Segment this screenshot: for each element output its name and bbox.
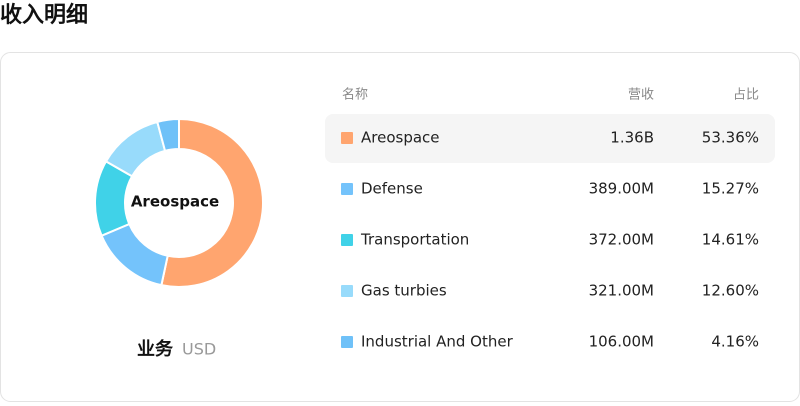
footer-label: 业务: [137, 338, 174, 360]
row-revenue: 106.00M: [589, 333, 654, 351]
row-share: 4.16%: [711, 333, 759, 351]
donut-slice[interactable]: [160, 117, 264, 288]
row-share: 12.60%: [702, 282, 759, 300]
legend-swatch: [341, 336, 353, 348]
row-revenue: 1.36B: [610, 129, 654, 147]
center-label: Areospace: [131, 193, 219, 211]
row-name[interactable]: Gas turbies: [361, 282, 447, 300]
row-revenue: 389.00M: [589, 180, 654, 198]
table-rows: Areospace 1.36B 53.36% Defense 389.00M 15.27%…: [341, 129, 759, 351]
legend-swatch: [341, 132, 353, 144]
donut: [94, 117, 264, 288]
legend-swatch: [341, 234, 353, 246]
column-header: 占比: [733, 88, 759, 103]
legend-swatch: [341, 285, 353, 297]
row-highlight: [325, 114, 775, 163]
row-name[interactable]: Transportation: [360, 231, 469, 249]
row-name[interactable]: Industrial And Other: [361, 333, 514, 351]
row-name[interactable]: Areospace: [361, 129, 440, 147]
row-revenue: 372.00M: [589, 231, 654, 249]
page-title: 收入明细: [0, 2, 88, 28]
row-name[interactable]: Defense: [361, 180, 423, 198]
row-share: 53.36%: [702, 129, 759, 147]
column-header: 名称: [342, 87, 368, 103]
row-share: 15.27%: [702, 180, 759, 198]
column-header: 营收: [628, 88, 654, 103]
footer-unit: USD: [182, 340, 216, 359]
donut-slice[interactable]: [156, 117, 180, 153]
row-revenue: 321.00M: [589, 282, 654, 300]
legend-swatch: [341, 183, 353, 195]
row-share: 14.61%: [702, 231, 759, 249]
